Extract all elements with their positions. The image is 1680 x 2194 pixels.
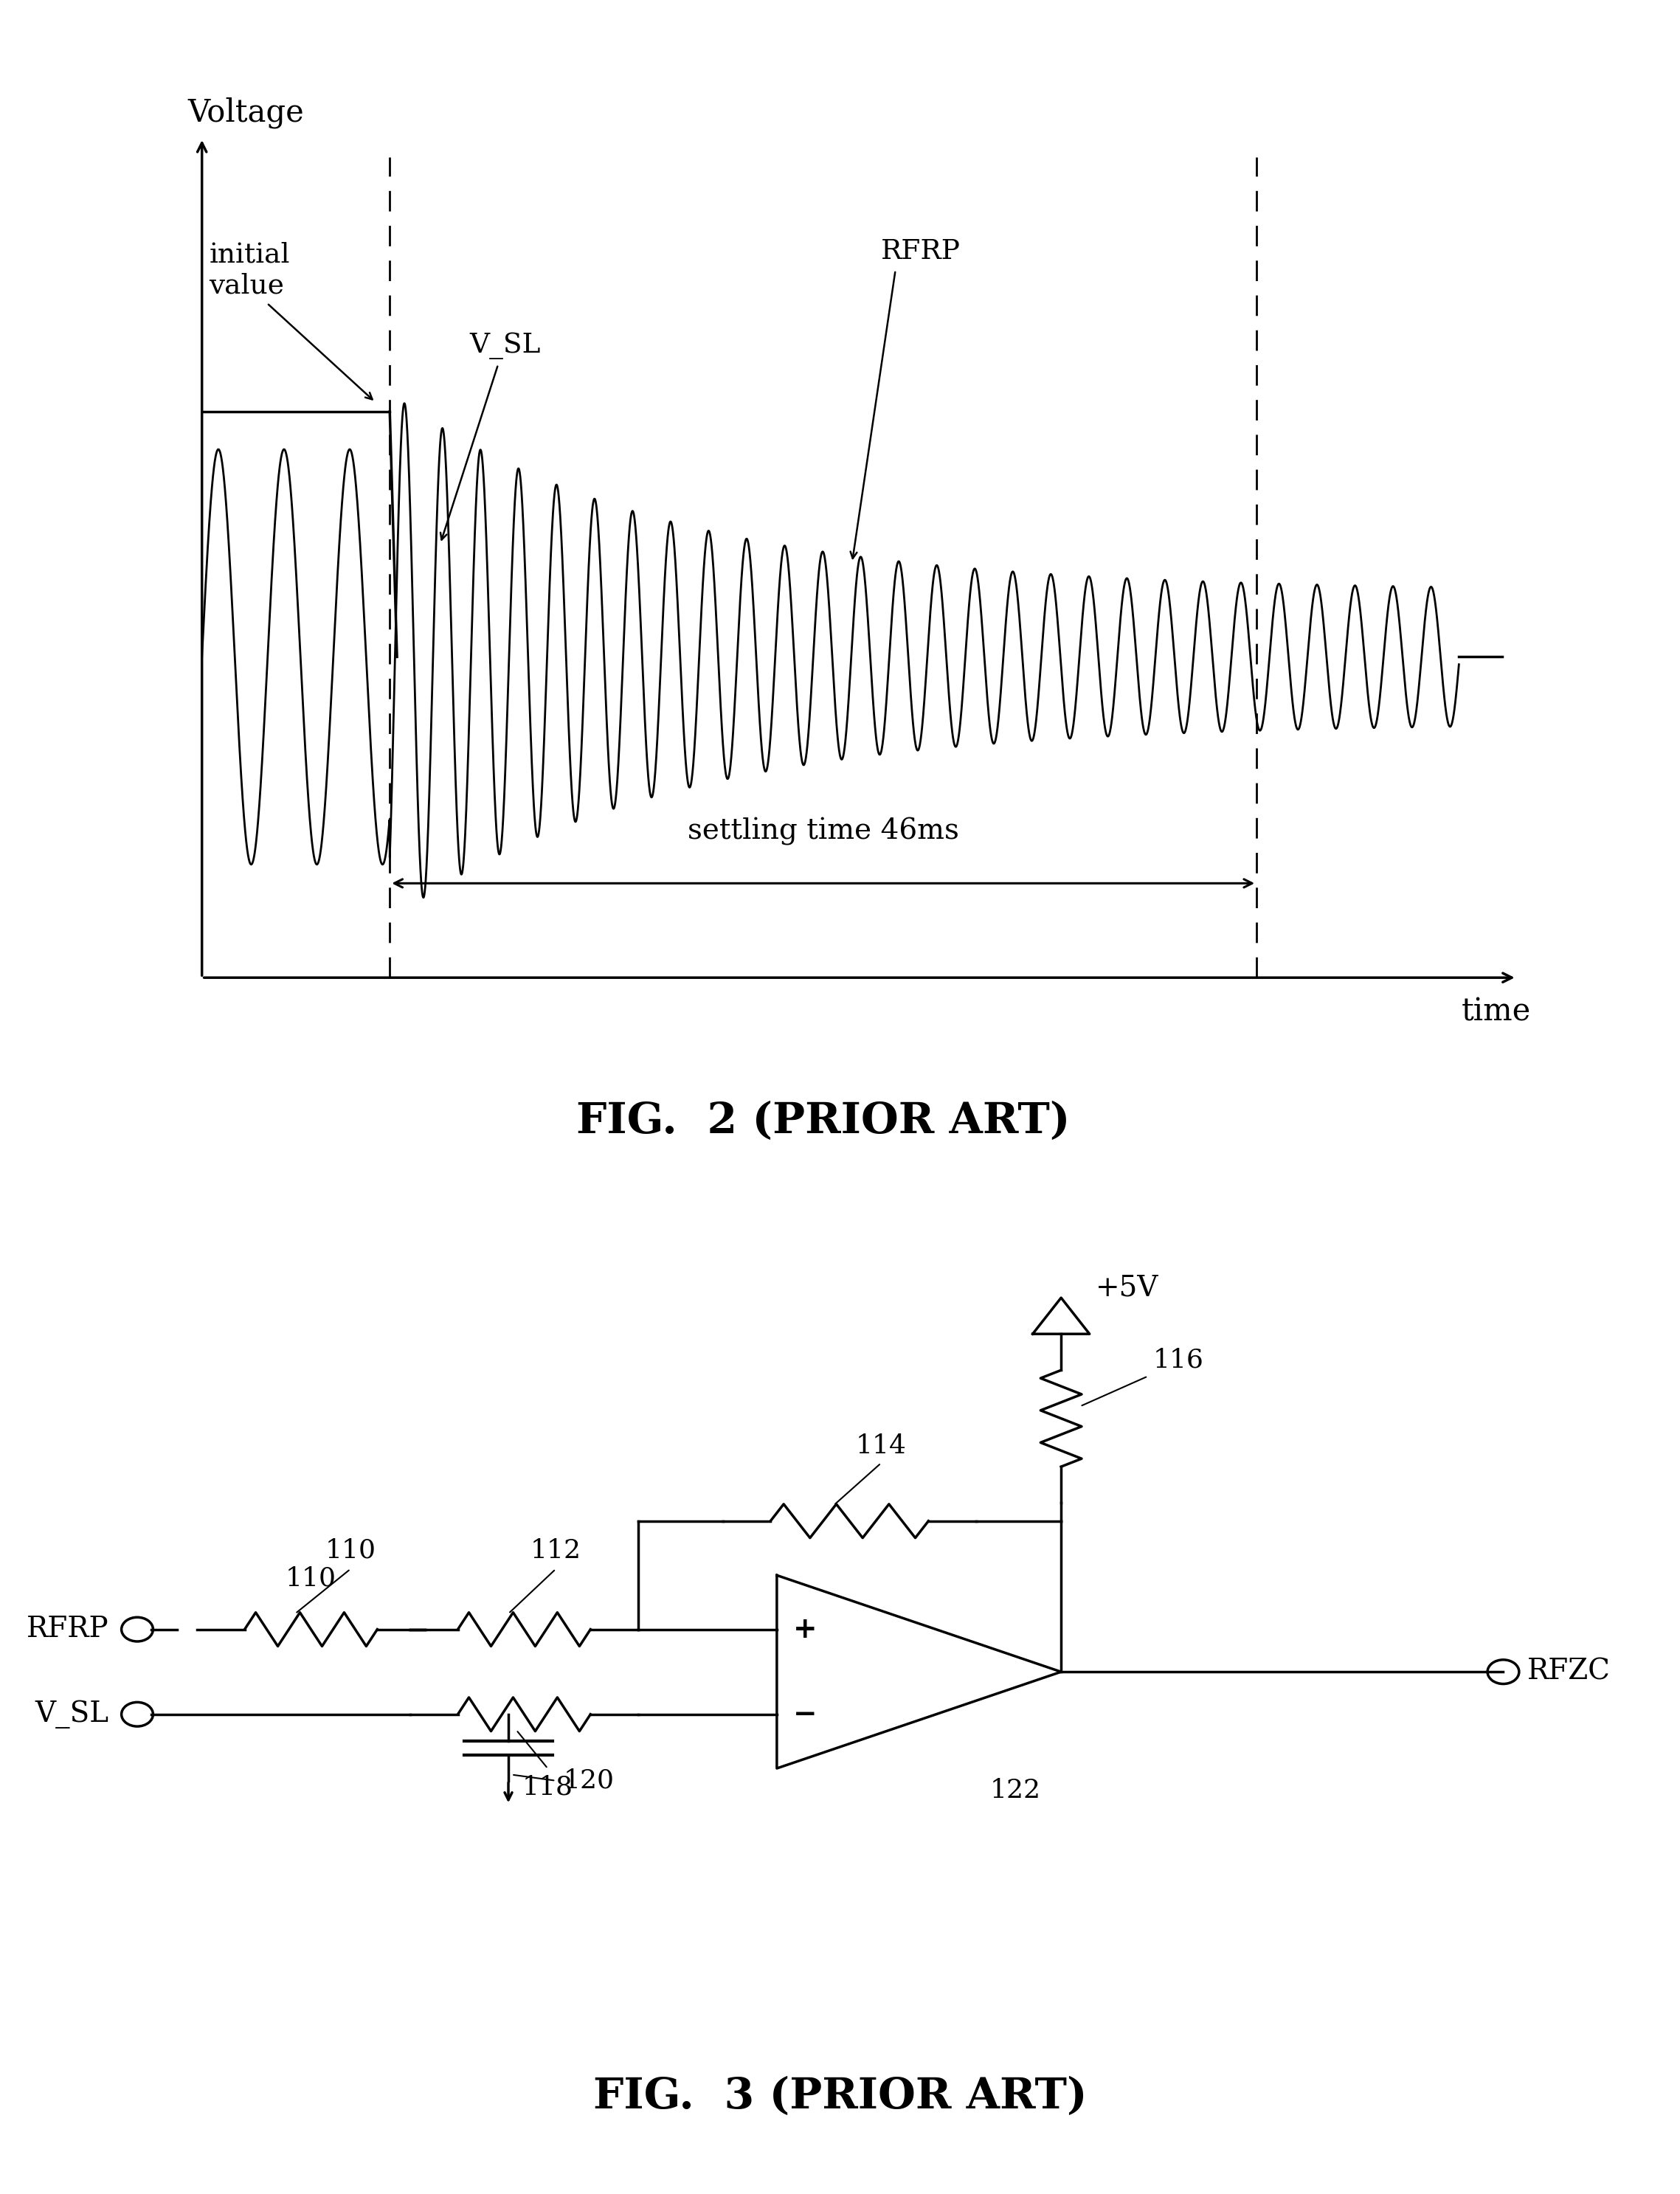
Text: +5V: +5V <box>1095 1275 1159 1301</box>
Text: +: + <box>793 1615 816 1643</box>
Text: 120: 120 <box>564 1768 615 1792</box>
Text: settling time 46ms: settling time 46ms <box>687 818 959 845</box>
Text: RFZC: RFZC <box>1527 1659 1609 1685</box>
Text: V_SL: V_SL <box>469 331 541 360</box>
Text: V_SL: V_SL <box>35 1700 109 1729</box>
Text: 112: 112 <box>531 1538 581 1562</box>
Text: time: time <box>1462 996 1530 1027</box>
Text: FIG.  3 (PRIOR ART): FIG. 3 (PRIOR ART) <box>593 2076 1087 2117</box>
Text: 114: 114 <box>855 1433 907 1459</box>
Text: RFRP: RFRP <box>880 237 961 265</box>
Text: 118: 118 <box>522 1775 573 1799</box>
Text: −: − <box>793 1700 816 1729</box>
Text: Voltage: Voltage <box>188 97 304 129</box>
Text: 110: 110 <box>324 1538 376 1562</box>
Text: 116: 116 <box>1152 1347 1203 1373</box>
Text: 110: 110 <box>286 1567 336 1591</box>
Text: RFRP: RFRP <box>27 1615 109 1643</box>
Text: 122: 122 <box>990 1777 1042 1803</box>
Text: FIG.  2 (PRIOR ART): FIG. 2 (PRIOR ART) <box>576 1101 1070 1141</box>
Text: initial
value: initial value <box>208 241 291 298</box>
